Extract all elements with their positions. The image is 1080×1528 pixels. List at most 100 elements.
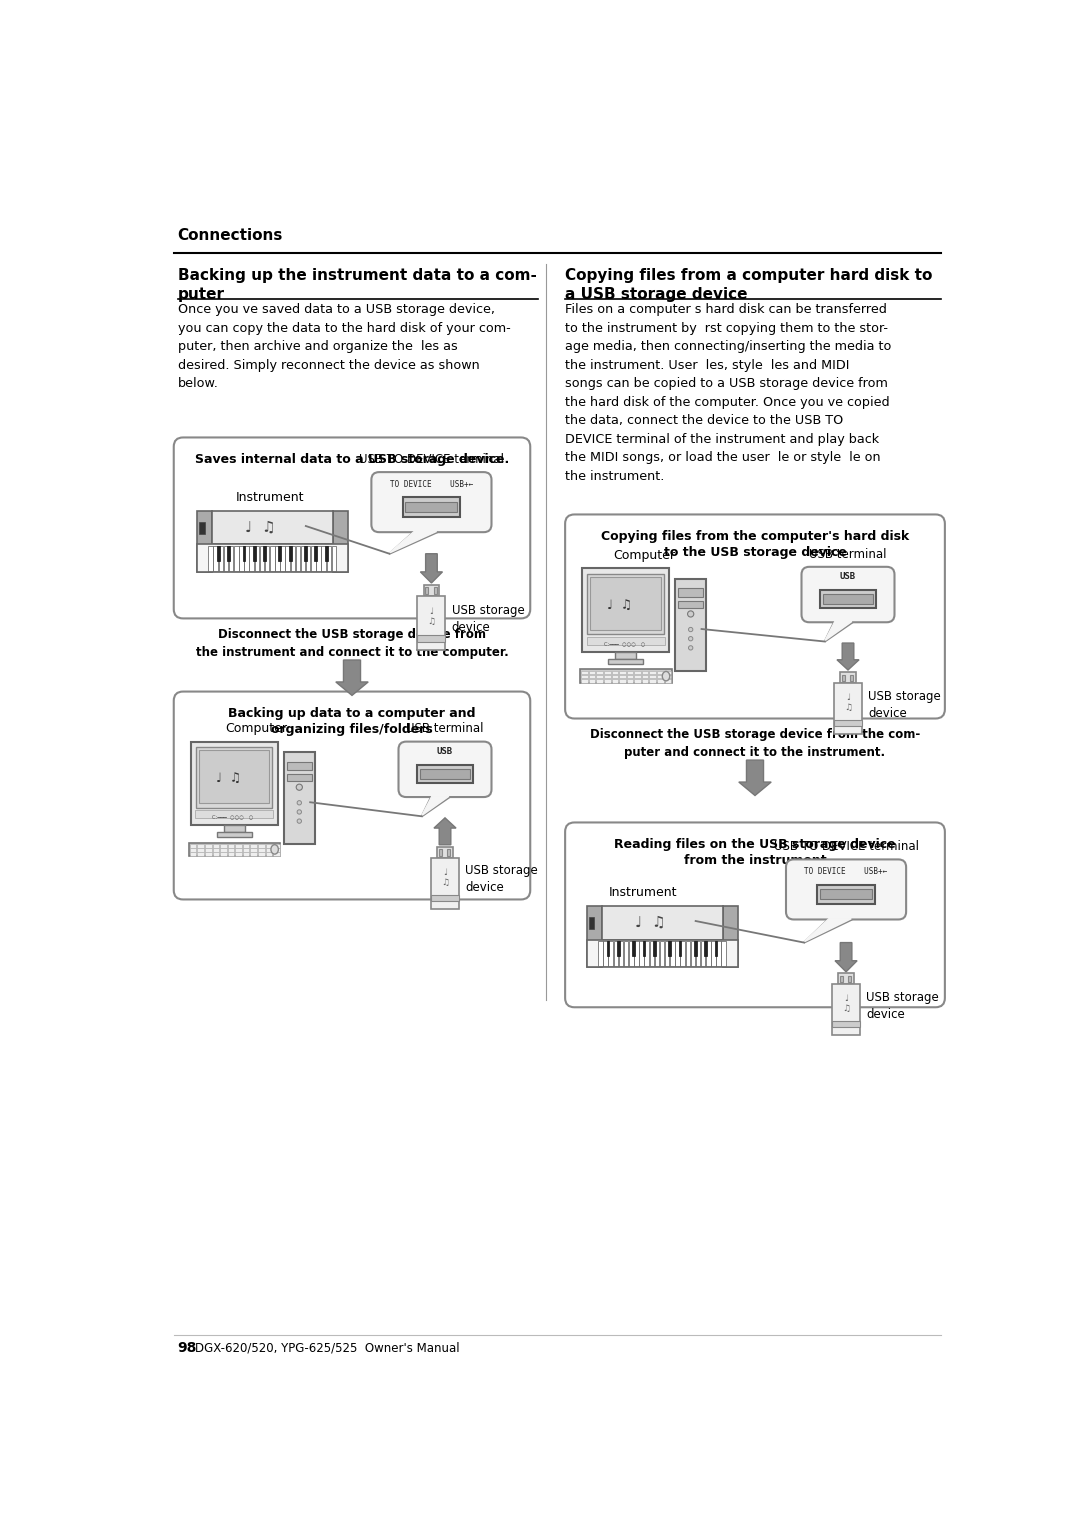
Bar (258, 853, 265, 856)
Text: Connections: Connections (177, 228, 283, 243)
Bar (715, 941, 717, 957)
Bar (287, 761, 312, 770)
Bar (611, 675, 618, 678)
Bar (301, 545, 306, 571)
Bar (438, 850, 442, 856)
FancyBboxPatch shape (372, 472, 491, 532)
Circle shape (297, 819, 301, 824)
Bar (608, 941, 613, 966)
Bar (403, 497, 460, 516)
Bar (626, 671, 633, 674)
Text: USB terminal: USB terminal (809, 547, 887, 561)
Text: USB: USB (840, 573, 856, 581)
Text: USB terminal: USB terminal (406, 723, 484, 735)
Bar (213, 843, 219, 848)
Bar (694, 941, 697, 957)
Text: Saves internal data to a USB storage device.: Saves internal data to a USB storage dev… (194, 452, 509, 466)
Bar (834, 683, 862, 733)
Bar (431, 894, 459, 902)
Bar (619, 678, 625, 683)
FancyBboxPatch shape (174, 692, 530, 900)
Bar (198, 843, 204, 848)
Bar (849, 975, 851, 983)
Bar (255, 545, 259, 571)
Bar (273, 853, 280, 856)
Bar (266, 843, 272, 848)
Bar (596, 671, 603, 674)
Bar (228, 848, 234, 851)
Bar (604, 678, 610, 683)
Text: C:━━━  ○○○   ○: C:━━━ ○○○ ○ (604, 642, 645, 646)
Circle shape (688, 611, 693, 617)
Bar (721, 941, 726, 966)
Bar (686, 941, 690, 966)
Bar (284, 752, 314, 843)
FancyArrow shape (336, 660, 368, 695)
Bar (265, 545, 269, 571)
Bar (678, 588, 703, 596)
Polygon shape (825, 622, 852, 640)
Circle shape (297, 810, 301, 814)
Bar (243, 848, 249, 851)
Text: ♩  ♫: ♩ ♫ (216, 772, 241, 785)
Bar (675, 941, 679, 966)
Bar (322, 545, 326, 571)
Bar (266, 848, 272, 851)
Bar (213, 853, 219, 856)
Bar (680, 941, 685, 966)
Text: USB storage
device: USB storage device (451, 604, 524, 634)
Polygon shape (390, 532, 437, 553)
Bar (306, 545, 310, 571)
Bar (418, 596, 445, 649)
Bar (842, 674, 845, 681)
Bar (642, 678, 648, 683)
Text: Copying files from a computer hard disk to
a USB storage device: Copying files from a computer hard disk … (565, 267, 932, 303)
Bar (653, 941, 656, 957)
Bar (660, 941, 664, 966)
Bar (589, 675, 595, 678)
Bar (217, 545, 219, 561)
FancyBboxPatch shape (801, 567, 894, 622)
Bar (586, 906, 602, 967)
Bar (251, 848, 257, 851)
Bar (649, 941, 654, 966)
Bar (645, 941, 649, 966)
FancyArrow shape (837, 643, 859, 669)
Bar (243, 545, 245, 561)
Bar (613, 941, 618, 966)
Bar (224, 825, 244, 831)
Text: Once you ve saved data to a USB storage device,
you can copy the data to the har: Once you ve saved data to a USB storage … (177, 304, 511, 391)
Bar (586, 637, 664, 645)
Ellipse shape (271, 845, 279, 854)
Bar (253, 545, 256, 561)
Bar (316, 545, 321, 571)
Bar (850, 674, 853, 681)
Bar (602, 906, 723, 940)
Circle shape (689, 646, 693, 649)
Bar (228, 843, 234, 848)
Bar (639, 941, 644, 966)
Bar (654, 941, 659, 966)
Bar (642, 675, 648, 678)
Bar (840, 672, 855, 683)
Bar (678, 941, 681, 957)
Bar (591, 578, 661, 630)
Bar (273, 843, 280, 848)
Text: Computer: Computer (226, 723, 287, 735)
Text: Instrument: Instrument (235, 492, 305, 504)
Bar (712, 941, 716, 966)
Bar (200, 523, 204, 535)
Bar (723, 906, 738, 967)
Bar (190, 848, 197, 851)
Bar (608, 659, 643, 665)
Bar (243, 853, 249, 856)
Bar (275, 545, 280, 571)
Bar (417, 766, 473, 784)
Bar (696, 941, 700, 966)
FancyArrow shape (434, 817, 456, 845)
Bar (607, 941, 609, 957)
Bar (832, 984, 860, 1034)
Bar (258, 843, 265, 848)
Bar (642, 671, 648, 674)
Bar (840, 975, 842, 983)
